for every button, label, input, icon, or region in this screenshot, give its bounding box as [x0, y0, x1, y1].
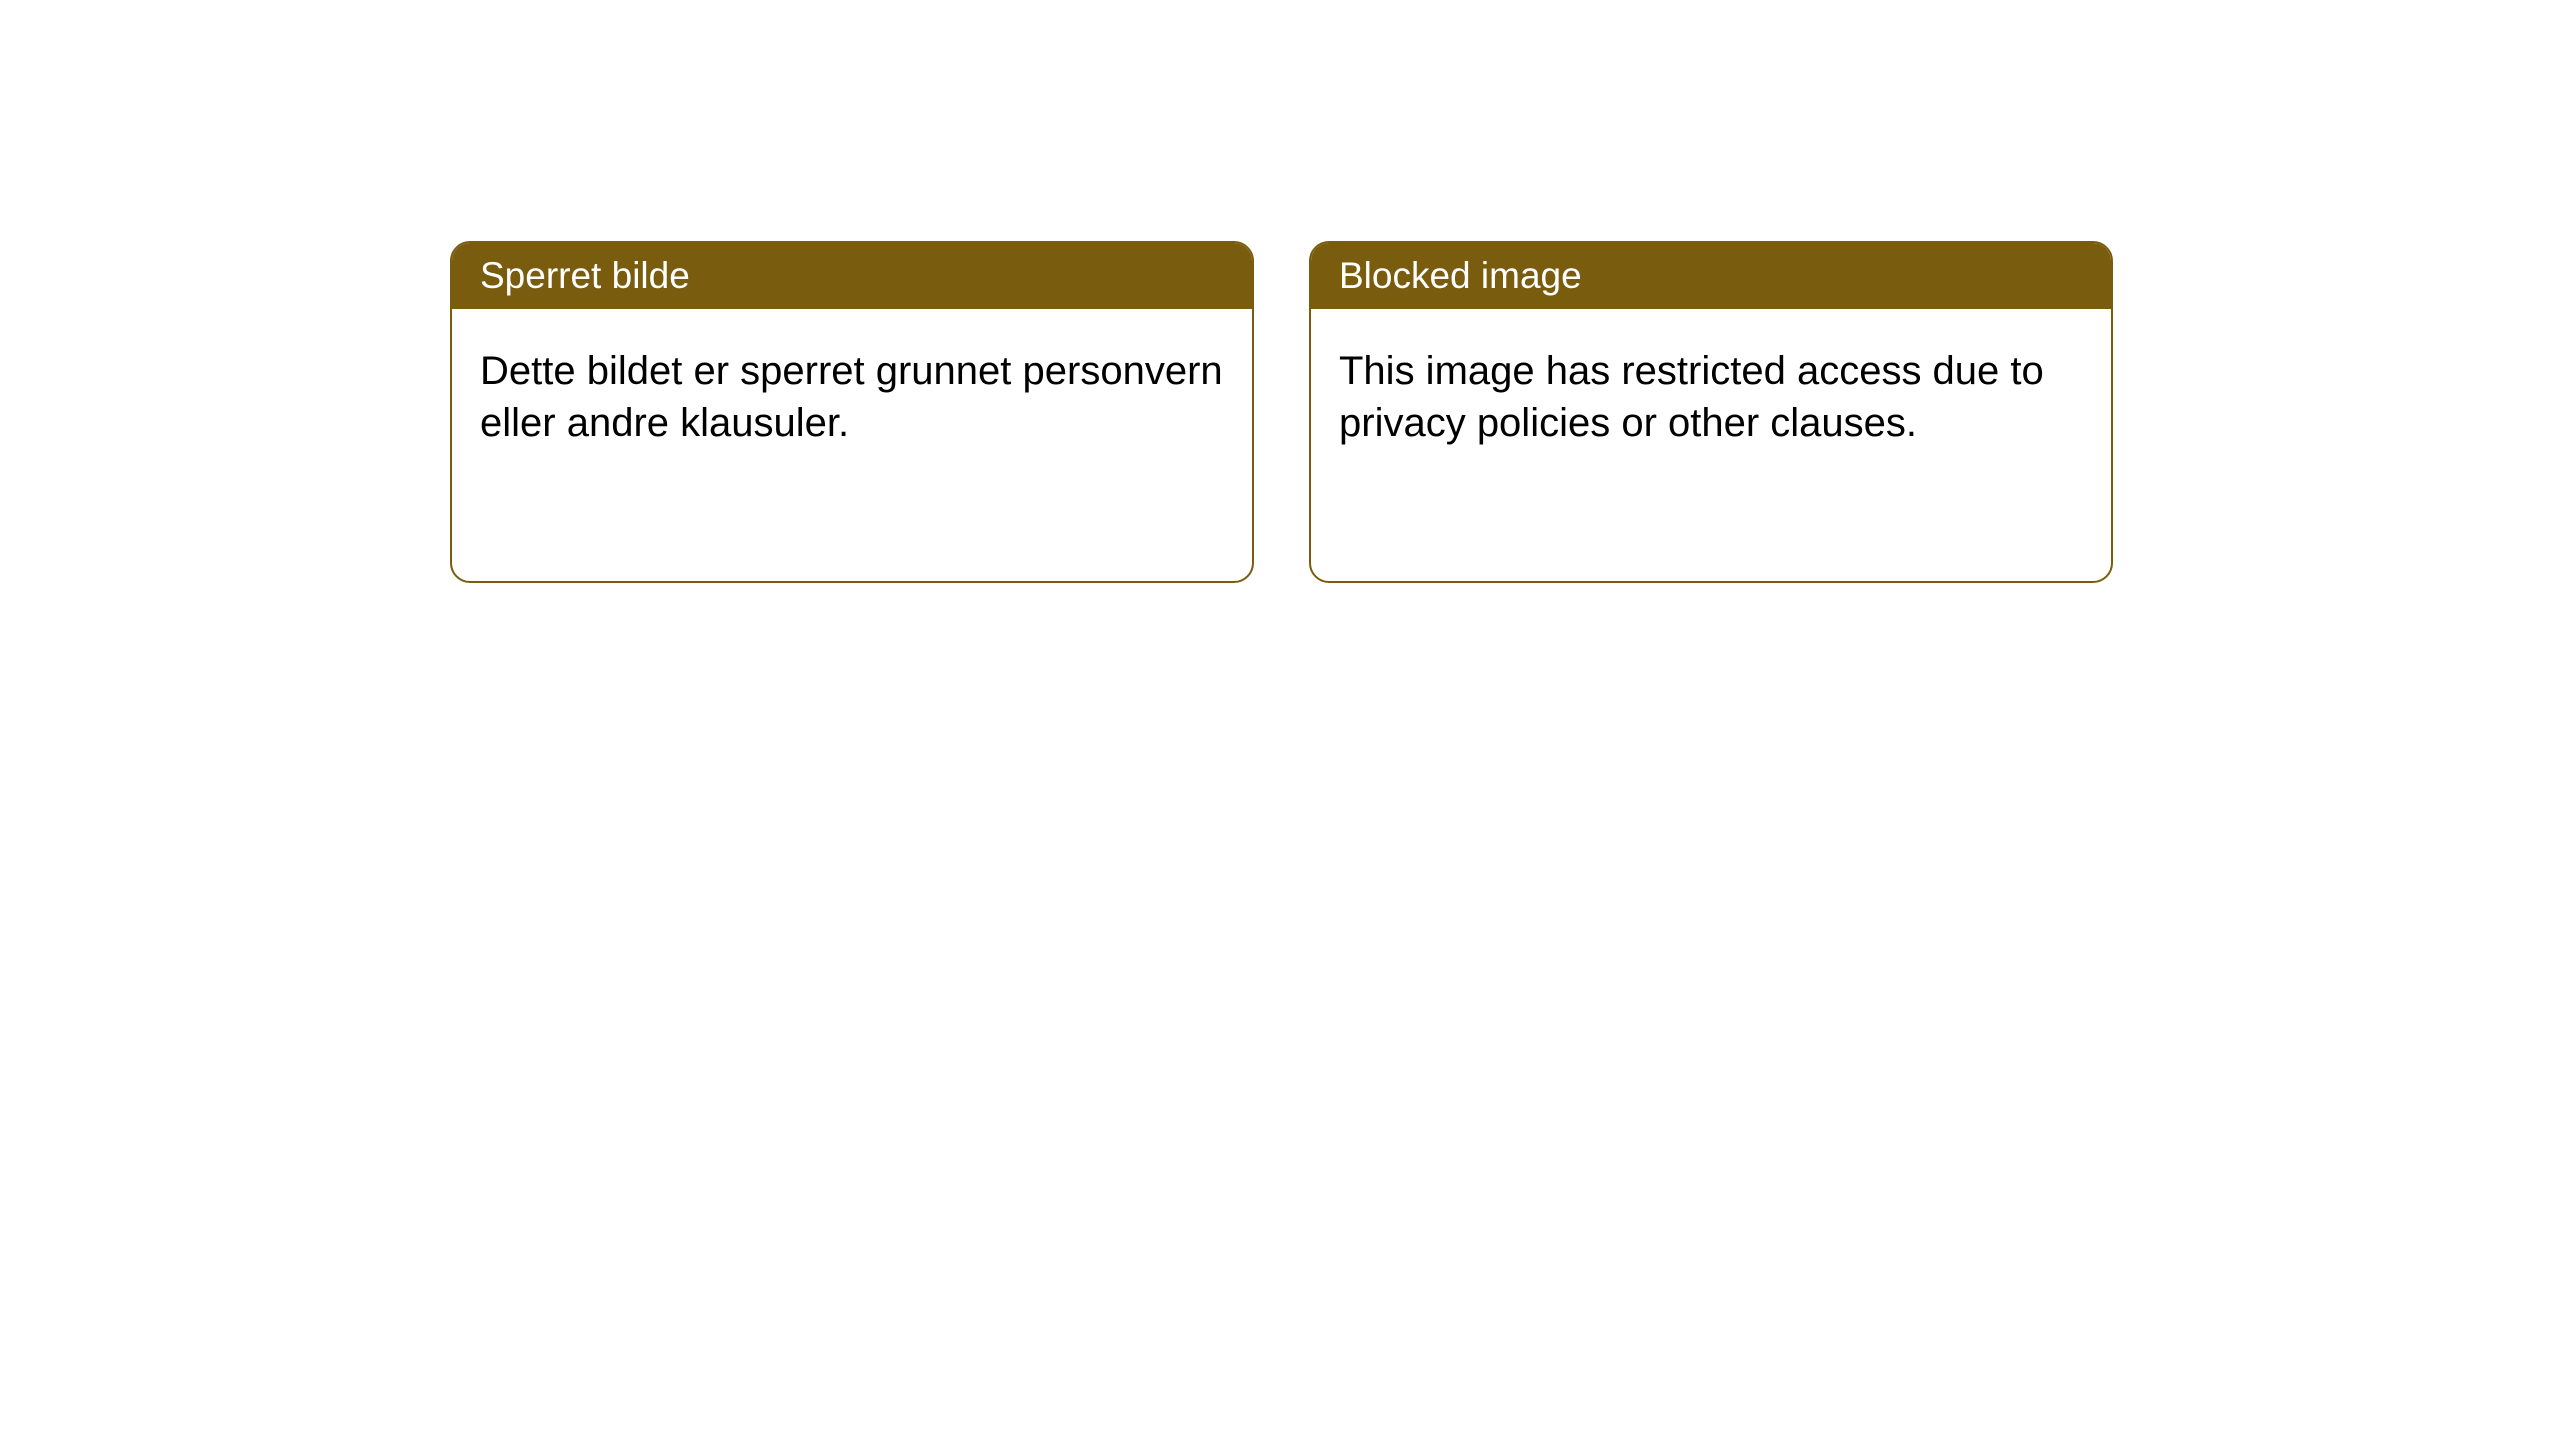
card-header-en: Blocked image	[1311, 243, 2111, 309]
cards-container: Sperret bilde Dette bildet er sperret gr…	[0, 0, 2560, 583]
blocked-image-card-no: Sperret bilde Dette bildet er sperret gr…	[450, 241, 1254, 583]
blocked-image-card-en: Blocked image This image has restricted …	[1309, 241, 2113, 583]
card-body-text: Dette bildet er sperret grunnet personve…	[480, 345, 1224, 449]
card-header-no: Sperret bilde	[452, 243, 1252, 309]
card-header-text: Sperret bilde	[480, 255, 690, 296]
card-header-text: Blocked image	[1339, 255, 1582, 296]
card-body-no: Dette bildet er sperret grunnet personve…	[452, 309, 1252, 581]
card-body-en: This image has restricted access due to …	[1311, 309, 2111, 581]
card-body-text: This image has restricted access due to …	[1339, 345, 2083, 449]
